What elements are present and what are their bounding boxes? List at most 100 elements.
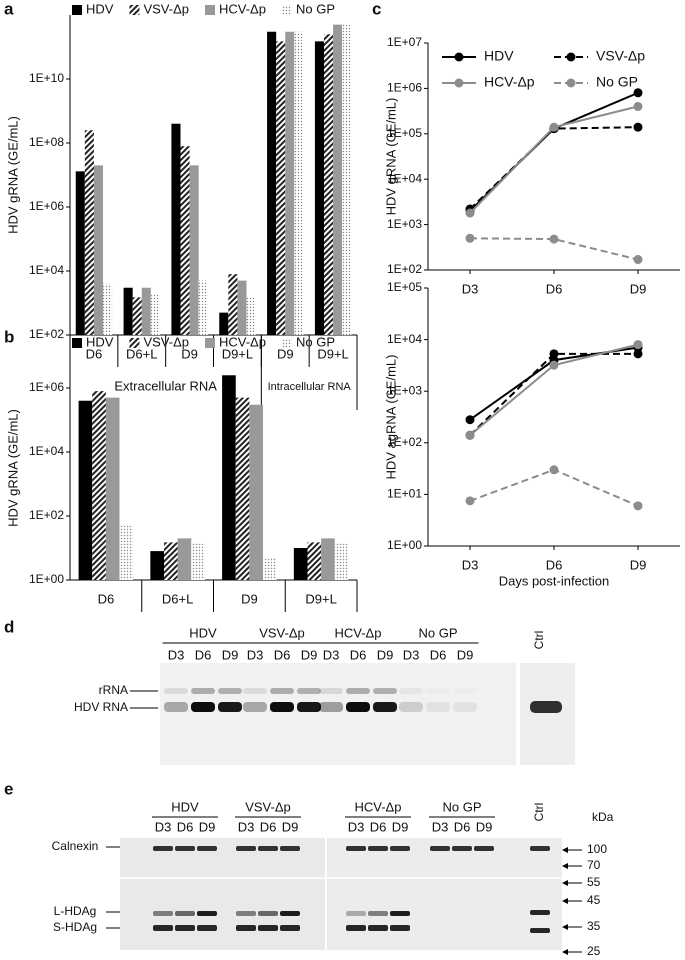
bar xyxy=(150,294,160,335)
line-series xyxy=(469,468,639,507)
bar xyxy=(177,538,192,580)
legend-label: No GP xyxy=(296,1,335,16)
lane-label: D6 xyxy=(260,819,277,834)
band xyxy=(258,911,278,916)
y-tick-label: 1E+01 xyxy=(387,487,422,501)
point xyxy=(633,255,643,265)
legend-label: HDV xyxy=(86,334,114,349)
x-tick-label: D6 xyxy=(546,557,563,572)
lane-group-label: VSV-Δp xyxy=(259,625,305,640)
legend-label: VSV-Δp xyxy=(596,48,645,64)
legend-label: HCV-Δp xyxy=(219,334,266,349)
y-axis-label: HDV gRNA (GE/mL) xyxy=(5,116,20,234)
legend-marker xyxy=(566,78,576,88)
y-tick-label: 1E+04 xyxy=(29,444,64,458)
x-tick-label: D9 xyxy=(241,591,258,606)
band xyxy=(390,925,410,931)
blot-d xyxy=(160,663,575,765)
bar xyxy=(150,551,164,580)
x-tick-label: D9 xyxy=(277,346,294,361)
y-tick-label: 1E+02 xyxy=(29,327,64,341)
legend-label: No GP xyxy=(596,74,638,90)
y-tick-label: 1E+04 xyxy=(387,171,422,185)
legend-marker xyxy=(454,78,464,88)
x-tick-label: D9 xyxy=(630,557,647,572)
x-tick-label: D3 xyxy=(462,281,479,296)
marker-arrowhead xyxy=(562,898,568,904)
band xyxy=(399,702,423,712)
band xyxy=(197,911,217,916)
lane-label: D3 xyxy=(238,819,255,834)
legend-marker xyxy=(566,52,576,62)
bar xyxy=(285,31,295,336)
bar xyxy=(78,400,93,580)
x-axis-label: Days post-infection xyxy=(499,573,610,588)
band xyxy=(297,688,321,694)
band-label: HDV RNA xyxy=(74,700,128,714)
line-series xyxy=(469,105,639,214)
lane-label: D9 xyxy=(199,819,216,834)
marker-label: 100 xyxy=(587,842,607,856)
x-tick-label: D6+L xyxy=(162,591,193,606)
y-tick-label: 1E+05 xyxy=(387,280,422,294)
band xyxy=(218,688,242,694)
lane-label: D6 xyxy=(350,647,367,662)
x-tick-label: D3 xyxy=(462,557,479,572)
lane-label: D6 xyxy=(195,647,212,662)
bar xyxy=(263,557,277,580)
marker-label: 25 xyxy=(587,944,601,958)
control-label: Ctrl xyxy=(532,803,546,822)
band xyxy=(319,688,343,694)
line-series xyxy=(469,237,639,261)
bar xyxy=(105,397,120,580)
y-tick-label: 1E+06 xyxy=(387,81,422,95)
band xyxy=(346,911,366,916)
x-tick-label: D9+L xyxy=(305,591,336,606)
bar xyxy=(75,171,85,335)
group-label: Extracellular RNA xyxy=(114,378,217,393)
y-tick-label: 1E+08 xyxy=(29,135,64,149)
x-tick-label: D9+L xyxy=(317,346,348,361)
band xyxy=(426,688,450,694)
bar xyxy=(132,297,142,335)
bar xyxy=(103,283,113,335)
x-tick-label: D9+L xyxy=(222,346,253,361)
bar xyxy=(334,542,349,580)
bar xyxy=(314,41,324,335)
point xyxy=(633,88,643,98)
band xyxy=(530,928,550,933)
y-tick-label: 1E+02 xyxy=(387,435,422,449)
x-tick-label: D6 xyxy=(546,281,563,296)
point xyxy=(549,465,559,475)
band xyxy=(197,846,217,851)
band xyxy=(319,702,343,712)
legend-swatch xyxy=(281,5,292,15)
bar xyxy=(342,24,352,335)
band xyxy=(453,702,477,712)
lane-group-label: HCV-Δp xyxy=(355,799,402,814)
legend-label: No GP xyxy=(296,334,335,349)
bar xyxy=(294,31,304,336)
lane-group-label: HCV-Δp xyxy=(335,625,382,640)
band xyxy=(236,911,256,916)
band xyxy=(346,846,366,851)
band xyxy=(346,925,366,931)
x-tick-label: D6+L xyxy=(126,346,157,361)
bar xyxy=(163,542,178,580)
bar xyxy=(323,34,334,335)
y-tick-label: 1E+03 xyxy=(387,217,422,231)
marker-label: 45 xyxy=(587,893,601,907)
band xyxy=(474,846,494,851)
y-tick-label: 1E+04 xyxy=(387,332,422,346)
y-tick-label: 1E+07 xyxy=(387,35,422,49)
lane-label: D3 xyxy=(348,819,365,834)
lane-label: D6 xyxy=(177,819,194,834)
lane-label: D3 xyxy=(168,647,185,662)
marker-arrowhead xyxy=(562,847,568,853)
bar xyxy=(246,297,256,335)
band xyxy=(270,688,294,694)
point xyxy=(633,501,643,511)
marker-arrowhead xyxy=(562,949,568,955)
point xyxy=(549,234,559,244)
x-tick-label: D6 xyxy=(86,346,103,361)
